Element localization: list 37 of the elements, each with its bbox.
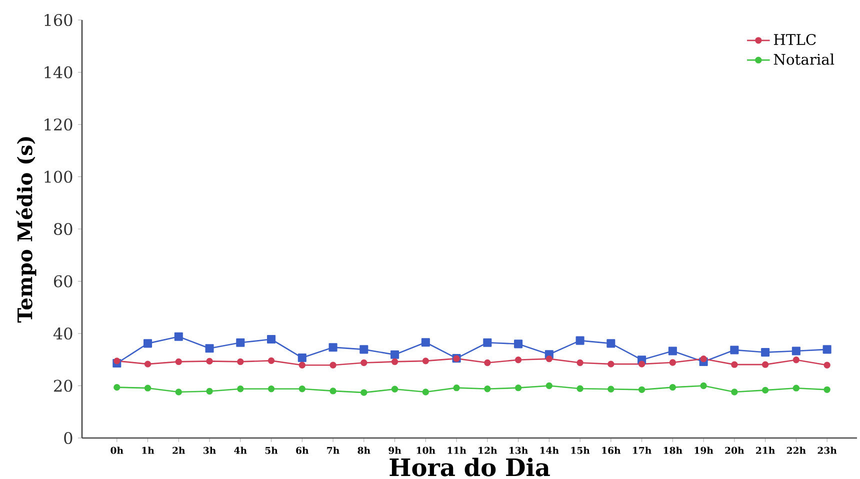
y-tick-label: 100 [44, 170, 72, 183]
x-tick-label: 5h [265, 446, 278, 454]
y-tick-label: 80 [54, 222, 72, 236]
x-tick-label: 8h [358, 446, 370, 454]
x-tick-label: 0h [110, 446, 124, 454]
x-tick-label: 13h [510, 446, 528, 454]
legend-label: Notarial [774, 54, 834, 65]
x-tick-label: 11h [448, 446, 466, 454]
y-tick-label: 120 [44, 118, 72, 131]
y-tick-label: 20 [54, 380, 72, 392]
x-tick-label: 12h [478, 446, 498, 454]
x-tick-label: 7h [327, 446, 340, 454]
x-tick-label: 20h [725, 446, 744, 454]
x-tick-label: 3h [204, 446, 216, 454]
x-tick-label: 1h [142, 446, 154, 454]
legend-label: HTLC [774, 34, 816, 46]
y-tick-label: 160 [44, 14, 72, 26]
x-tick-label: 14h [540, 446, 559, 454]
x-tick-label: 16h [602, 446, 621, 454]
x-tick-label: 6h [296, 446, 309, 454]
y-tick-label: 40 [53, 327, 72, 340]
x-tick-label: 17h [633, 446, 652, 454]
x-tick-label: 23h [818, 446, 837, 454]
x-tick-label: 18h [664, 446, 682, 454]
y-tick-label: 60 [54, 275, 72, 288]
x-tick-label: 4h [234, 446, 247, 454]
x-tick-label: 9h [388, 446, 402, 454]
y-axis-title: Tempo Médio (s) [16, 137, 36, 323]
x-tick-label: 21h [756, 446, 775, 454]
x-axis-title: Hora do Dia [390, 458, 550, 476]
x-tick-label: 22h [786, 446, 806, 454]
x-tick-label: 15h [571, 446, 590, 454]
x-tick-label: 10h [416, 446, 436, 454]
y-tick-label: 0 [64, 432, 72, 444]
x-tick-label: 19h [694, 446, 714, 454]
x-tick-label: 2h [172, 446, 186, 454]
y-tick-label: 140 [44, 66, 72, 78]
